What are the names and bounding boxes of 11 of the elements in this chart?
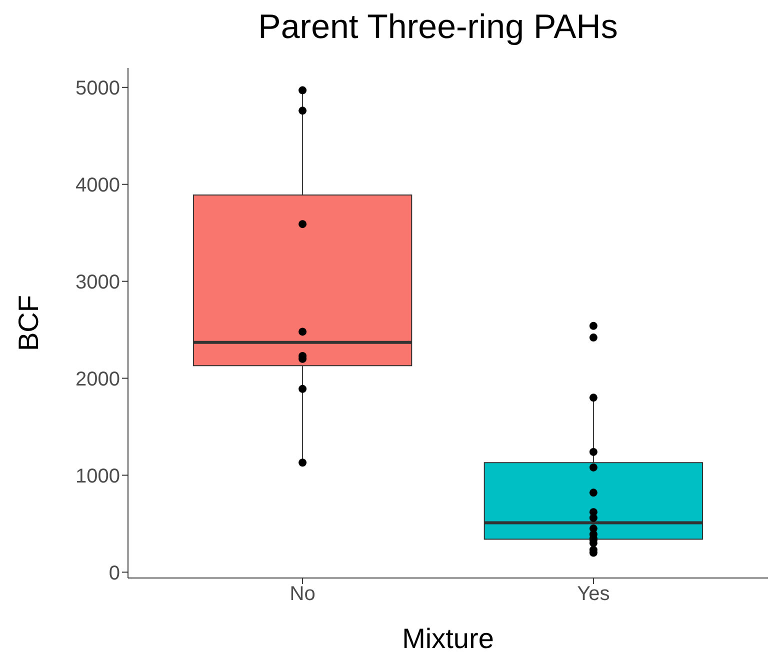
y-tick-label: 1000 [76, 465, 120, 488]
chart-title: Parent Three-ring PAHs [257, 8, 619, 48]
x-axis-title: Mixture [402, 623, 494, 654]
y-tick-label: 4000 [76, 174, 120, 196]
y-axis-title: BCF [12, 295, 44, 351]
y-tick-label: 2000 [76, 368, 120, 390]
y-tick-label: 5000 [76, 77, 120, 100]
y-tick-label: 3000 [76, 271, 120, 294]
x-tick-label: Yes [577, 583, 610, 606]
x-tick-label: No [290, 583, 316, 606]
y-tick-label: 0 [108, 562, 120, 584]
